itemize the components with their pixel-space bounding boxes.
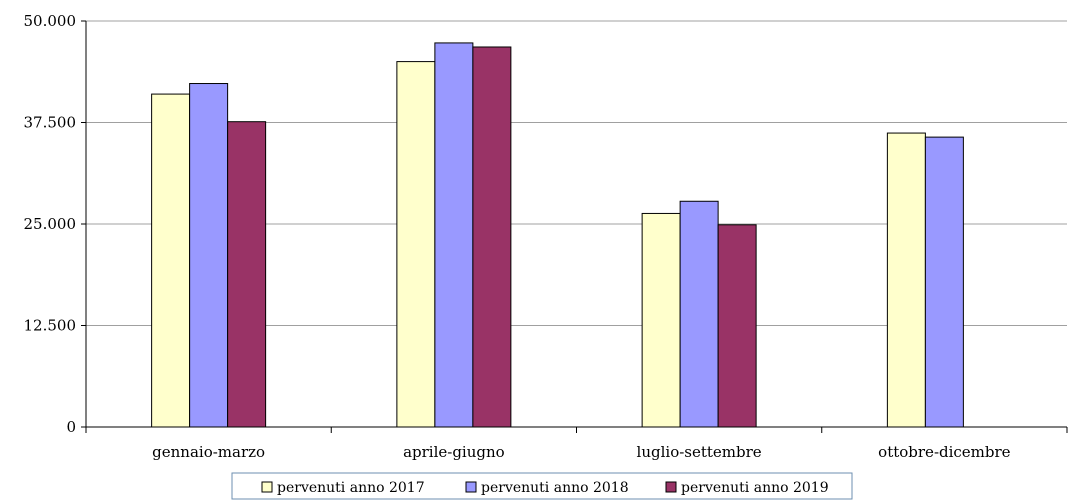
legend-swatch-1 xyxy=(261,481,273,493)
x-tick-label: gennaio-marzo xyxy=(152,443,265,461)
bar-2-gennaio-marzo xyxy=(189,83,229,428)
legend-label-3: pervenuti anno 2019 xyxy=(681,480,829,496)
y-tick-label: 50.000 xyxy=(24,12,77,30)
bar-1-aprile-giugno xyxy=(396,61,436,428)
x-tick-label: aprile-giugno xyxy=(403,443,505,461)
y-tick-label: 37.500 xyxy=(24,114,77,132)
bar-3-aprile-giugno xyxy=(472,46,512,428)
legend: pervenuti anno 2017 pervenuti anno 2018 pe… xyxy=(231,472,853,500)
bar-1-ottobre-dicembre xyxy=(886,132,926,428)
bar-3-luglio-settembre xyxy=(717,224,757,428)
tick-labels: 0 12.500 25.000 37.500 50.000 gennaio-marzo ap… xyxy=(24,12,1011,461)
legend-label-2: pervenuti anno 2018 xyxy=(481,480,629,496)
legend-label-1: pervenuti anno 2017 xyxy=(277,480,425,496)
x-tick-label: ottobre-dicembre xyxy=(878,443,1011,461)
bars xyxy=(151,42,964,428)
x-tick-label: luglio-settembre xyxy=(637,443,762,461)
bar-2-luglio-settembre xyxy=(679,200,719,428)
bar-1-luglio-settembre xyxy=(641,212,681,428)
bar-3-gennaio-marzo xyxy=(227,121,267,428)
y-tick-label: 12.500 xyxy=(24,317,77,335)
bar-1-gennaio-marzo xyxy=(151,93,191,428)
bar-2-aprile-giugno xyxy=(434,42,474,428)
legend-box xyxy=(231,472,853,500)
legend-swatch-2 xyxy=(465,481,477,493)
y-tick-label: 0 xyxy=(66,418,76,436)
y-tick-label: 25.000 xyxy=(24,215,77,233)
legend-swatch-3 xyxy=(665,481,677,493)
bar-2-ottobre-dicembre xyxy=(924,136,964,428)
